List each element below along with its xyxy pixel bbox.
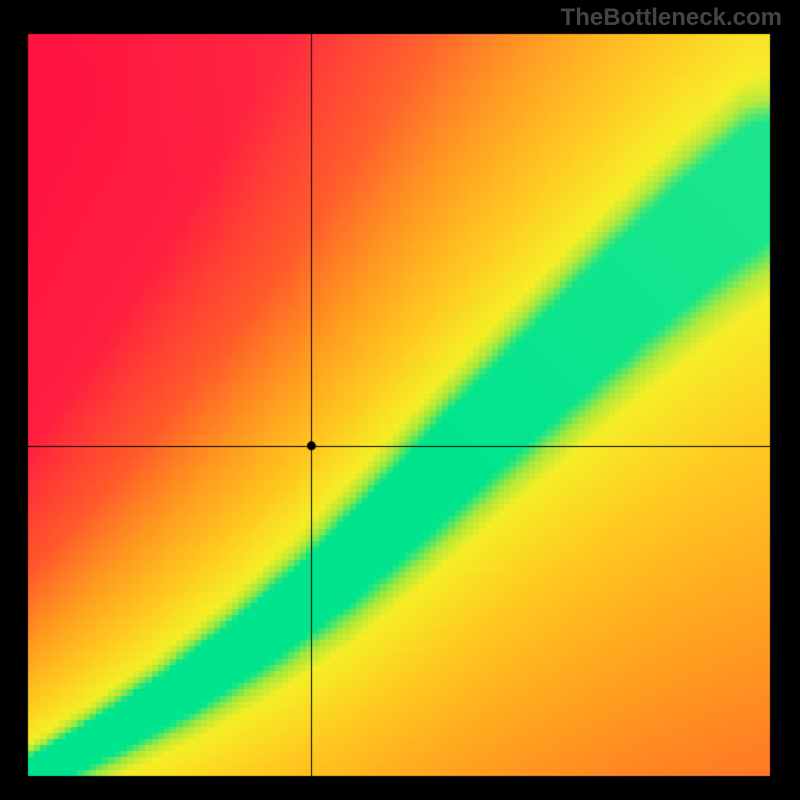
chart-container: TheBottleneck.com bbox=[0, 0, 800, 800]
bottleneck-heatmap-canvas bbox=[0, 0, 800, 800]
watermark-text: TheBottleneck.com bbox=[561, 4, 782, 32]
